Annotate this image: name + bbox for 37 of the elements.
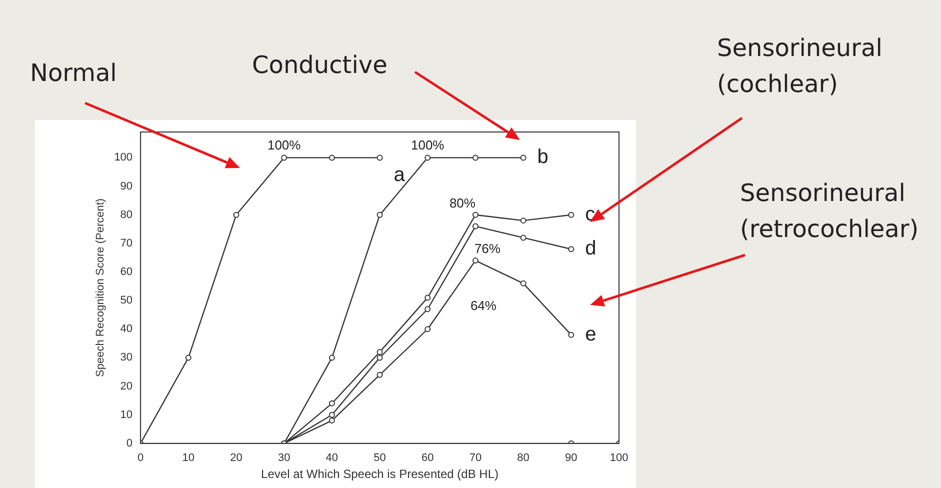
text: Sensorineural (retrocochlear): [740, 178, 919, 245]
y-tick-label: 80: [120, 208, 133, 221]
y-tick-label: 70: [120, 237, 133, 250]
y-tick-label: 30: [120, 352, 133, 364]
x-tick-label: 20: [230, 452, 242, 464]
x-tick-label: 30: [278, 452, 290, 464]
y-tick-label: 60: [120, 266, 133, 278]
x-tick-label: 60: [421, 452, 434, 464]
x-tick-label: 80: [517, 452, 530, 464]
annotation: 76%: [474, 240, 501, 256]
x-axis-title: Level at Which Speech is Presented (dB HL): [261, 467, 499, 482]
text: Normal: [30, 58, 117, 89]
y-tick-label: 0: [126, 437, 133, 450]
y-tick-label: 50: [120, 294, 133, 307]
series-label: b: [537, 146, 548, 168]
x-tick-label: 40: [326, 452, 338, 464]
annotation: 100%: [410, 137, 445, 152]
x-tick-label: 50: [374, 452, 386, 464]
x-tick-label: 10: [182, 452, 195, 464]
y-tick-label: 10: [120, 408, 133, 421]
series-label: a: [394, 164, 406, 186]
x-tick-label: 70: [469, 452, 482, 464]
y-tick-label: 90: [120, 180, 133, 192]
x-tick-label: 90: [565, 452, 578, 464]
series-label: e: [585, 323, 596, 346]
y-axis-title: Speech Recognition Score (Percent): [94, 198, 107, 377]
x-tick-label: 100: [610, 452, 628, 464]
annotation: 100%: [267, 137, 302, 152]
annotation: 64%: [470, 298, 497, 314]
x-tick-label: 0: [137, 452, 144, 464]
y-tick-label: 100: [114, 152, 133, 164]
series-label: d: [585, 238, 596, 260]
text: Conductive: [252, 50, 388, 81]
annotation: 80%: [449, 195, 476, 210]
y-tick-label: 20: [120, 380, 133, 392]
text: Sensorineural (cochlear): [717, 33, 882, 100]
y-tick-label: 40: [120, 323, 133, 336]
